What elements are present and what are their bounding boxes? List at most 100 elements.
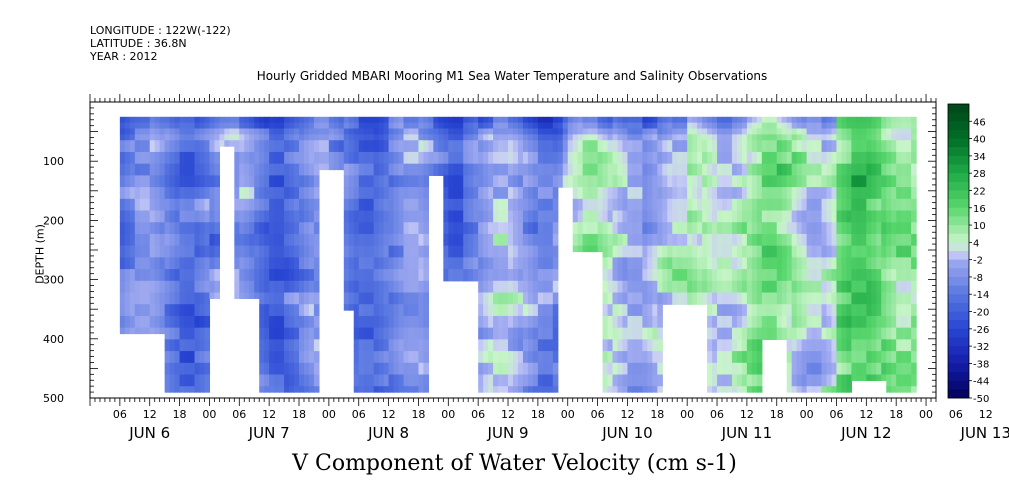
heatmap-cell: [488, 228, 494, 235]
heatmap-cell: [289, 122, 295, 130]
heatmap-cell: [338, 163, 345, 171]
heatmap-cell: [353, 251, 360, 258]
heatmap-cell: [358, 386, 365, 393]
heatmap-cell: [264, 204, 270, 212]
heatmap-cell: [144, 233, 151, 241]
heatmap-cell: [667, 280, 673, 288]
heatmap-cell: [274, 222, 280, 229]
heatmap-cell: [353, 257, 360, 264]
heatmap-cell: [532, 292, 539, 299]
heatmap-cell: [712, 210, 718, 217]
heatmap-cell: [741, 175, 748, 182]
heatmap-cell: [294, 187, 300, 194]
heatmap-cell: [199, 345, 206, 352]
heatmap-cell: [284, 210, 290, 217]
heatmap-cell: [408, 210, 415, 217]
heatmap-cell: [164, 233, 171, 241]
heatmap-cell: [303, 257, 310, 264]
heatmap-cell: [249, 228, 255, 235]
heatmap-cell: [627, 245, 634, 253]
heatmap-cell: [159, 192, 166, 200]
heatmap-cell: [284, 315, 290, 323]
heatmap-cell: [259, 134, 265, 141]
heatmap-cell: [478, 181, 484, 188]
heatmap-cell: [552, 274, 559, 282]
heatmap-cell: [746, 157, 753, 165]
heatmap-cell: [483, 175, 489, 182]
heatmap-cell: [413, 386, 420, 393]
heatmap-cell: [378, 263, 385, 270]
heatmap-cell: [159, 292, 166, 299]
heatmap-cell: [448, 122, 454, 130]
heatmap-cell: [717, 204, 723, 212]
heatmap-cell: [189, 157, 196, 165]
heatmap-cell: [493, 362, 499, 370]
heatmap-cell: [722, 222, 728, 229]
heatmap-cell: [687, 210, 693, 217]
heatmap-cell: [358, 128, 365, 135]
heatmap-cell: [254, 269, 260, 276]
heatmap-cell: [313, 198, 320, 206]
heatmap-cell: [348, 134, 355, 141]
heatmap-cell: [249, 286, 255, 294]
heatmap-cell: [513, 368, 519, 376]
heatmap-cell: [702, 280, 708, 288]
heatmap-cell: [393, 210, 400, 217]
heatmap-cell: [408, 181, 415, 188]
heatmap-cell: [224, 116, 230, 124]
heatmap-cell: [249, 198, 255, 206]
heatmap-cell: [289, 315, 295, 323]
heatmap-cell: [756, 315, 763, 323]
heatmap-cell: [483, 274, 489, 282]
heatmap-cell: [378, 251, 385, 258]
heatmap-cell: [353, 122, 360, 130]
heatmap-cell: [527, 274, 534, 282]
heatmap-cell: [513, 263, 519, 270]
heatmap-cell: [722, 175, 728, 182]
heatmap-cell: [532, 140, 539, 147]
heatmap-cell: [771, 128, 778, 135]
heatmap-cell: [682, 239, 688, 247]
heatmap-cell: [697, 187, 703, 194]
heatmap-cell: [692, 198, 698, 206]
heatmap-cell: [139, 228, 146, 235]
heatmap-cell: [313, 192, 320, 200]
heatmap-cell: [254, 216, 260, 223]
heatmap-cell: [602, 333, 609, 340]
heatmap-cell: [741, 181, 748, 188]
heatmap-cell: [707, 374, 713, 381]
heatmap-cell: [741, 327, 748, 335]
heatmap-cell: [204, 233, 211, 241]
heatmap-cell: [433, 122, 439, 130]
heatmap-cell: [194, 368, 201, 376]
heatmap-cell: [413, 286, 420, 294]
heatmap-cell: [458, 134, 464, 141]
heatmap-cell: [498, 228, 504, 235]
heatmap-cell: [284, 310, 290, 317]
heatmap-cell: [174, 380, 181, 387]
heatmap-cell: [129, 134, 136, 141]
heatmap-cell: [726, 198, 733, 206]
heatmap-cell: [726, 122, 733, 130]
heatmap-cell: [547, 304, 554, 311]
heatmap-cell: [751, 175, 758, 182]
heatmap-cell: [717, 140, 723, 147]
heatmap-cell: [254, 274, 260, 282]
heatmap-cell: [363, 181, 370, 188]
heatmap-cell: [577, 198, 584, 206]
heatmap-cell: [771, 210, 778, 217]
heatmap-cell: [244, 257, 250, 264]
heatmap-cell: [712, 169, 718, 176]
heatmap-cell: [751, 380, 758, 387]
heatmap-cell: [204, 187, 211, 194]
heatmap-cell: [363, 163, 370, 171]
heatmap-cell: [712, 356, 718, 364]
heatmap-cell: [527, 292, 534, 299]
heatmap-cell: [542, 351, 549, 358]
heatmap-cell: [652, 140, 658, 147]
heatmap-cell: [388, 304, 395, 311]
heatmap-cell: [527, 198, 534, 206]
heatmap-cell: [647, 175, 653, 182]
heatmap-cell: [597, 239, 604, 247]
heatmap-cell: [368, 280, 375, 288]
